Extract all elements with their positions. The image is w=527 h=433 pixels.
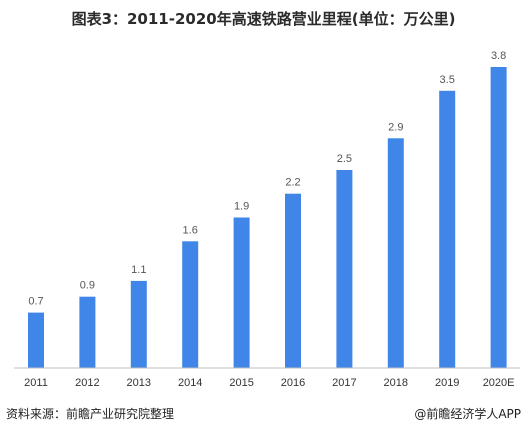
chart-title: 图表3：2011-2020年高速铁路营业里程(单位：万公里) — [71, 10, 456, 28]
x-tick-2015: 2015 — [229, 377, 253, 389]
source-note: 资料来源：前瞻产业研究院整理 — [6, 407, 175, 421]
brand-credit: @前瞻经济学人APP — [414, 407, 521, 421]
bars-layer — [28, 67, 507, 369]
value-label-2017: 2.5 — [337, 153, 352, 165]
bar-2011 — [28, 312, 44, 368]
labels-layer: 0.7 2011 0.9 2012 1.1 2013 1.6 2014 1.9 2015 2.2 20… — [24, 50, 514, 389]
x-tick-2017: 2017 — [332, 377, 356, 389]
bar-2014 — [182, 241, 199, 368]
x-tick-2013: 2013 — [127, 377, 151, 389]
x-tick-2019: 2019 — [435, 377, 459, 389]
value-label-2015: 1.9 — [234, 201, 249, 213]
bar-2013 — [130, 280, 147, 368]
bar-2015 — [233, 217, 250, 368]
value-label-2018: 2.9 — [388, 121, 403, 133]
value-label-2019: 3.5 — [440, 74, 455, 86]
x-tick-2016: 2016 — [281, 377, 305, 389]
bar-2019 — [439, 90, 456, 369]
value-label-2020E: 3.8 — [491, 50, 506, 62]
x-tick-2020E: 2020E — [483, 377, 515, 389]
value-label-2016: 2.2 — [285, 177, 300, 189]
x-tick-2012: 2012 — [75, 377, 99, 389]
value-label-2012: 0.9 — [80, 280, 95, 292]
bar-2016 — [285, 193, 301, 368]
bar-2020E — [490, 67, 507, 368]
value-label-2013: 1.1 — [131, 264, 146, 276]
x-tick-2011: 2011 — [24, 377, 48, 389]
x-tick-2014: 2014 — [178, 377, 202, 389]
bar-2018 — [387, 138, 404, 368]
bar-2012 — [79, 296, 96, 368]
bar-2017 — [336, 170, 353, 368]
x-tick-2018: 2018 — [384, 377, 408, 389]
value-label-2014: 1.6 — [183, 224, 198, 236]
value-label-2011: 0.7 — [28, 296, 43, 308]
